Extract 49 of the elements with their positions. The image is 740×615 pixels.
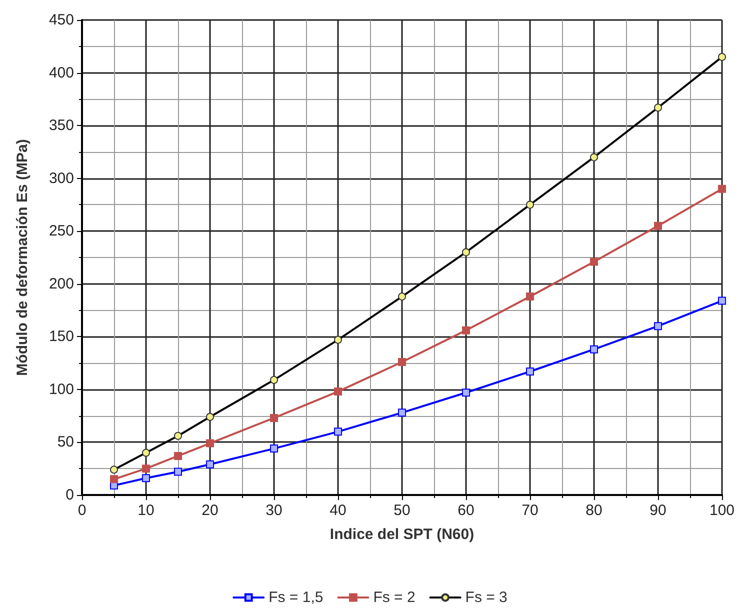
x-tick-label: 10	[138, 502, 154, 519]
y-tick-label: 150	[48, 328, 74, 346]
x-tick-label: 40	[330, 502, 346, 519]
legend-label: Fs = 2	[373, 589, 416, 606]
point	[142, 474, 150, 482]
point	[526, 292, 534, 301]
point	[718, 296, 726, 305]
y-tick-label: 0	[66, 486, 74, 504]
point	[142, 464, 150, 473]
point	[334, 428, 342, 436]
point	[206, 460, 214, 468]
point	[110, 475, 118, 484]
y-tick-label: 100	[48, 380, 74, 398]
point	[206, 439, 214, 448]
x-tick-label: 30	[266, 502, 282, 519]
point	[462, 326, 470, 334]
point	[334, 388, 342, 396]
x-axis-title: Indice del SPT (N60)	[330, 526, 474, 543]
point	[174, 468, 182, 476]
y-tick-label: 250	[48, 222, 74, 240]
y-tick-label: 400	[48, 64, 74, 82]
x-tick-label: 20	[202, 502, 218, 519]
point	[654, 322, 662, 330]
x-tick-label: 0	[78, 502, 86, 519]
point	[270, 414, 278, 422]
x-tick-label: 100	[709, 502, 735, 519]
x-tick-label: 60	[458, 502, 474, 519]
x-tick-label: 50	[394, 502, 410, 519]
x-tick-label: 80	[586, 502, 602, 519]
y-tick-label: 200	[48, 275, 74, 292]
point	[718, 184, 726, 193]
y-tick-label: 50	[57, 434, 74, 451]
point	[526, 368, 534, 376]
point	[654, 222, 662, 230]
point	[270, 444, 278, 453]
y-tick-label: 300	[48, 170, 74, 187]
point	[462, 388, 470, 397]
point	[398, 408, 406, 417]
point	[398, 358, 406, 366]
legend-label: Fs = 1,5	[268, 589, 324, 606]
legend-label: Fs = 3	[465, 589, 508, 606]
point	[174, 452, 182, 460]
x-tick-label: 90	[650, 502, 666, 519]
x-tick-label: 70	[522, 502, 538, 519]
y-axis-title: Módulo de deformación Es (MPa)	[14, 139, 31, 376]
point	[590, 258, 598, 266]
y-tick-label: 350	[48, 117, 74, 134]
point	[590, 345, 598, 354]
y-tick-label: 450	[48, 12, 74, 28]
